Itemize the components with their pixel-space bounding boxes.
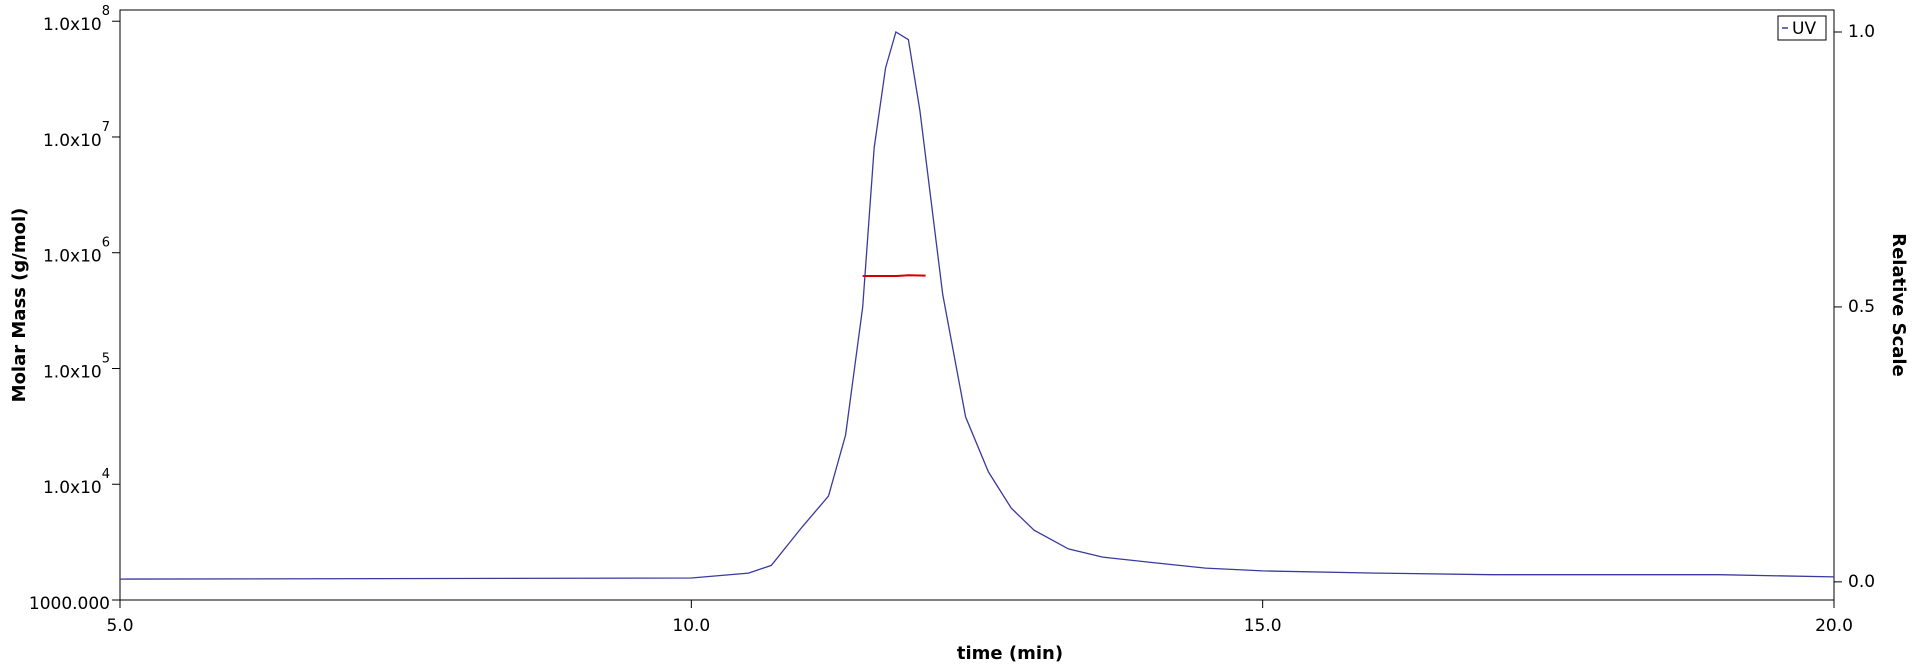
y-tick-power: 5 <box>102 351 110 366</box>
data-line <box>862 274 926 277</box>
plot-frame <box>119 9 1835 601</box>
y2-tick-label: 0.5 <box>1848 297 1875 317</box>
y-tick-label: 1.0x104 <box>43 467 110 499</box>
x-tick-label: 10.0 <box>672 616 710 636</box>
y-tick-mantissa: 1.0x10 <box>43 362 102 382</box>
y2-tick-label: 1.0 <box>1848 22 1875 42</box>
data-line <box>119 30 1835 580</box>
y-tick-mantissa: 1.0x10 <box>43 478 102 498</box>
legend: UV <box>1777 15 1827 41</box>
y-tick-label: 1.0x108 <box>43 4 110 36</box>
y-tick-power: 7 <box>102 119 110 134</box>
y-tick-mantissa: 1.0x10 <box>43 131 102 151</box>
y-tick-power: 4 <box>102 467 110 482</box>
y-tick-label: 1.0x106 <box>43 235 110 267</box>
y-axis-title: Molar Mass (g/mol) <box>9 208 30 403</box>
x-tick-label: 5.0 <box>106 616 133 636</box>
y-tick-label: 1.0x107 <box>43 119 110 151</box>
legend-label: UV <box>1792 19 1816 39</box>
y2-axis-title: Relative Scale <box>1888 233 1909 377</box>
y-tick-label: 1.0x105 <box>43 351 110 383</box>
x-axis-title: time (min) <box>957 643 1063 664</box>
y-tick-label: 1000.000 <box>29 594 110 614</box>
y-tick-mantissa: 1000.000 <box>29 594 110 614</box>
y-tick-mantissa: 1.0x10 <box>43 247 102 267</box>
x-tick-label: 15.0 <box>1244 616 1282 636</box>
y2-tick-label: 0.0 <box>1848 572 1875 592</box>
y-tick-power: 8 <box>102 4 110 19</box>
y-tick-mantissa: 1.0x10 <box>43 15 102 35</box>
x-tick-label: 20.0 <box>1815 616 1853 636</box>
y-tick-power: 6 <box>102 235 110 250</box>
